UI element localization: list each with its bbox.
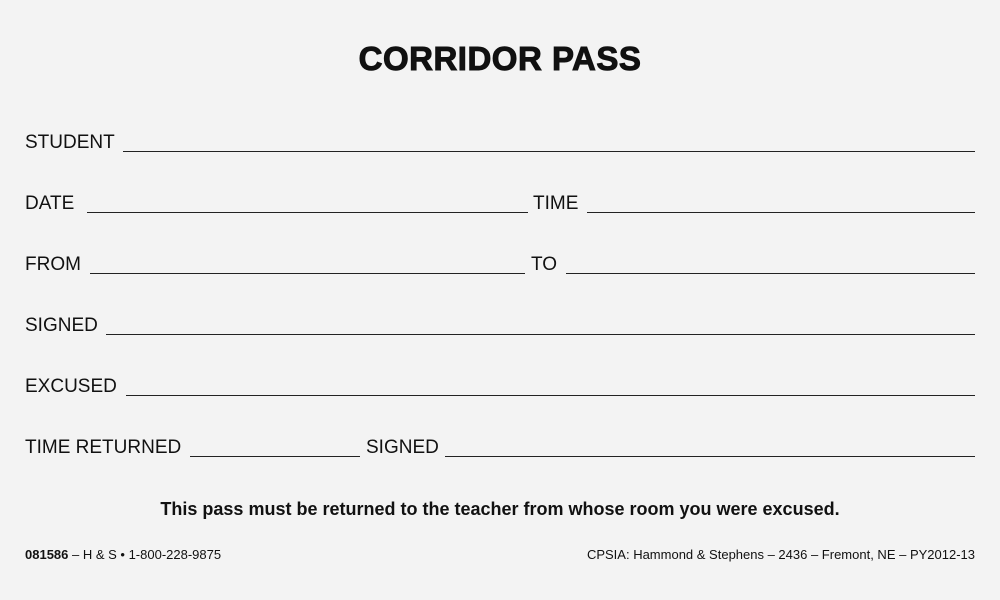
footer-contact: – H & S • 1-800-228-9875	[68, 547, 222, 562]
footer-left: 081586 – H & S • 1-800-228-9875	[25, 547, 221, 562]
signed-return-label: SIGNED	[366, 437, 439, 458]
to-label: TO	[531, 254, 558, 275]
from-label: FROM	[25, 254, 81, 275]
time-returned-field[interactable]	[190, 456, 360, 457]
from-field[interactable]	[90, 273, 525, 274]
form-number: 081586	[25, 547, 69, 562]
time-label: TIME	[533, 193, 579, 214]
date-field[interactable]	[87, 212, 528, 213]
excused-field[interactable]	[126, 395, 975, 396]
signed-field[interactable]	[106, 334, 975, 335]
time-returned-label: TIME RETURNED	[25, 437, 182, 458]
return-notice: This pass must be returned to the teache…	[160, 499, 840, 519]
student-label: STUDENT	[25, 132, 115, 153]
to-field[interactable]	[566, 273, 975, 274]
date-label: DATE	[25, 193, 75, 214]
excused-label: EXCUSED	[25, 376, 117, 397]
time-field[interactable]	[587, 212, 975, 213]
signed-label: SIGNED	[25, 315, 98, 336]
student-field[interactable]	[123, 151, 975, 152]
signed-return-field[interactable]	[445, 456, 975, 457]
footer-right: CPSIA: Hammond & Stephens – 2436 – Fremo…	[586, 547, 975, 562]
page-title: CORRIDOR PASS	[358, 40, 642, 78]
